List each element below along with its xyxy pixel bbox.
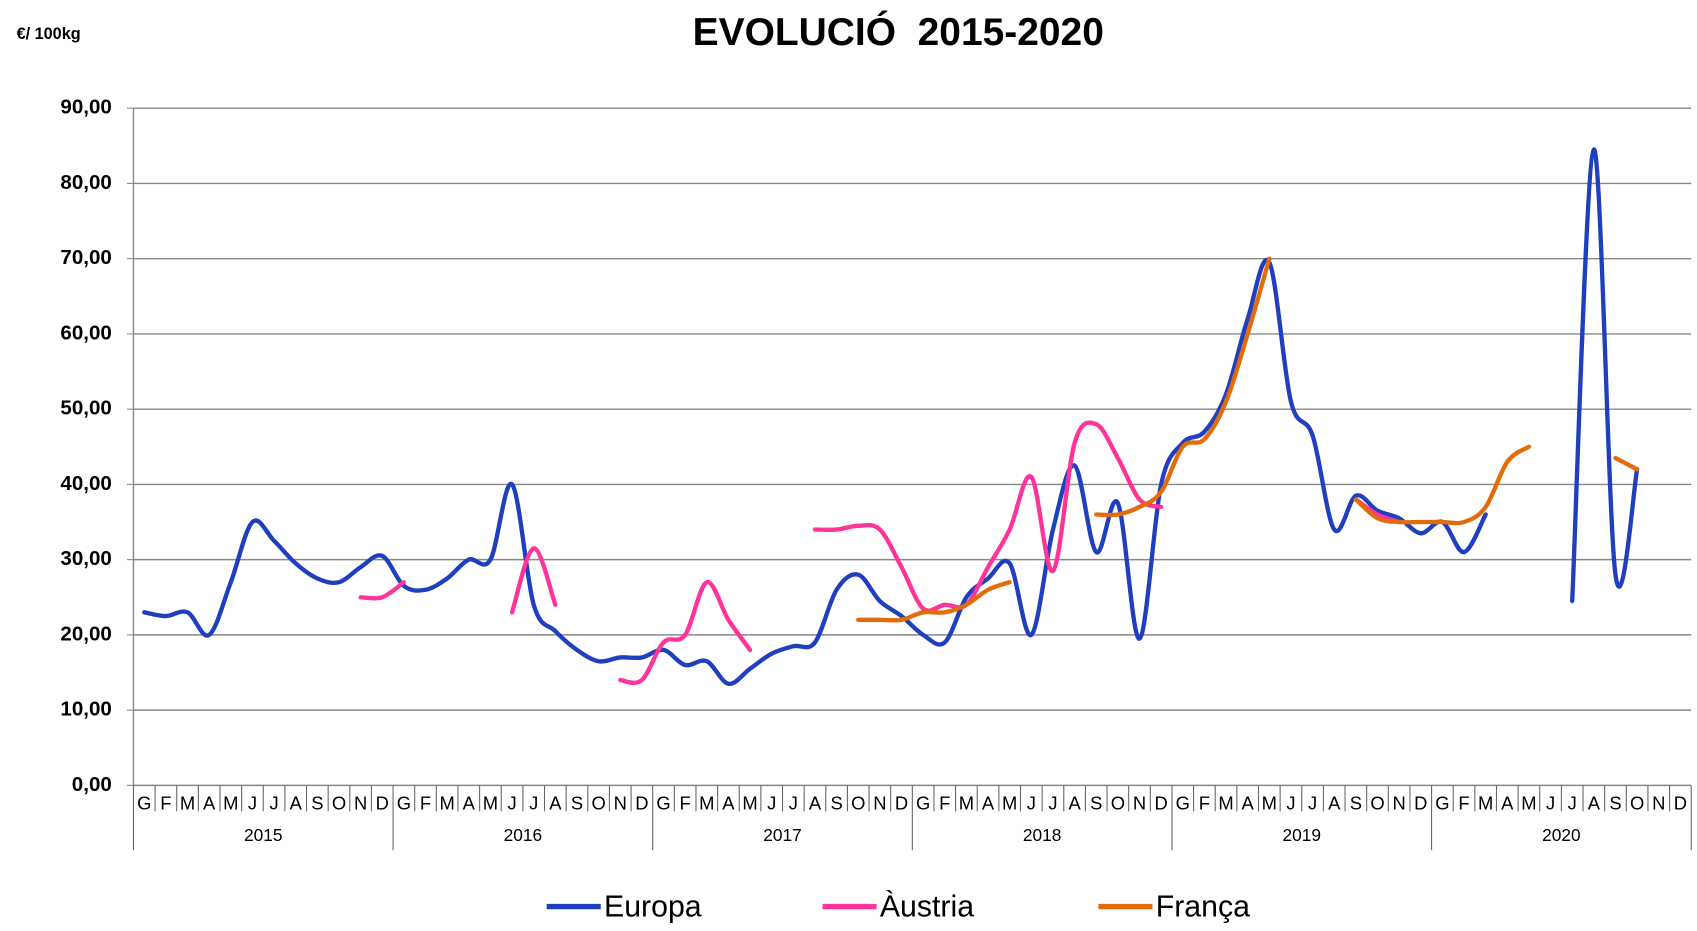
x-tick-label: J — [1568, 793, 1577, 814]
series-line — [856, 256, 1640, 623]
year-label: 2020 — [1542, 825, 1580, 845]
y-tick-label: 30,00 — [60, 547, 111, 570]
x-tick-label: A — [463, 793, 476, 814]
x-tick-label: F — [420, 793, 431, 814]
chart-title: EVOLUCIÓ 2015-2020 — [693, 10, 1104, 54]
year-label: 2015 — [244, 825, 282, 845]
series-line — [142, 147, 1640, 686]
x-tick-label: A — [722, 793, 735, 814]
x-tick-label: A — [1242, 793, 1255, 814]
x-tick-label: M — [1262, 793, 1277, 814]
x-tick-label: D — [1414, 793, 1427, 814]
x-tick-label: O — [1630, 793, 1644, 814]
y-tick-label: 0,00 — [72, 773, 112, 796]
x-tick-label: M — [440, 793, 455, 814]
x-tick-label: J — [1286, 793, 1295, 814]
x-tick-label: M — [223, 793, 238, 814]
y-tick-label: 70,00 — [60, 246, 111, 269]
x-tick-label: G — [656, 793, 670, 814]
x-tick-label: A — [1588, 793, 1601, 814]
x-tick-label: S — [311, 793, 323, 814]
x-tick-label: M — [180, 793, 195, 814]
x-tick-label: M — [699, 793, 714, 814]
x-tick-label: M — [483, 793, 498, 814]
legend-label: Europa — [604, 891, 702, 924]
x-tick-label: N — [354, 793, 367, 814]
x-tick-label: N — [1652, 793, 1665, 814]
y-tick-label: 90,00 — [60, 96, 111, 119]
x-tick-label: M — [1521, 793, 1536, 814]
y-tick-label: 10,00 — [60, 698, 111, 721]
x-tick-label: A — [1328, 793, 1341, 814]
y-tick-label: 80,00 — [60, 171, 111, 194]
x-tick-label: S — [1350, 793, 1362, 814]
x-tick-label: M — [1002, 793, 1017, 814]
x-tick-label: A — [290, 793, 303, 814]
x-tick-label: O — [851, 793, 865, 814]
x-tick-label: J — [1308, 793, 1317, 814]
x-tick-label: M — [959, 793, 974, 814]
y-tick-label: 50,00 — [60, 397, 111, 420]
x-tick-label: O — [332, 793, 346, 814]
x-tick-label: J — [507, 793, 516, 814]
x-tick-label: M — [1478, 793, 1493, 814]
x-tick-label: G — [137, 793, 151, 814]
x-tick-label: F — [160, 793, 171, 814]
x-tick-label: M — [1218, 793, 1233, 814]
legend-label: França — [1156, 891, 1250, 924]
x-tick-label: J — [767, 793, 776, 814]
x-tick-label: D — [895, 793, 908, 814]
legend-label: Àustria — [880, 891, 974, 924]
x-tick-label: O — [591, 793, 605, 814]
x-tick-label: G — [916, 793, 930, 814]
x-tick-label: A — [203, 793, 216, 814]
x-tick-label: G — [1435, 793, 1449, 814]
year-label: 2016 — [504, 825, 542, 845]
x-tick-label: S — [571, 793, 583, 814]
year-label: 2019 — [1283, 825, 1321, 845]
x-tick-label: N — [873, 793, 886, 814]
x-tick-label: F — [939, 793, 950, 814]
x-tick-label: M — [742, 793, 757, 814]
x-tick-label: A — [1068, 793, 1081, 814]
x-tick-label: A — [549, 793, 562, 814]
x-tick-label: G — [397, 793, 411, 814]
y-tick-label: 20,00 — [60, 622, 111, 645]
x-tick-label: N — [614, 793, 627, 814]
x-tick-label: D — [1154, 793, 1167, 814]
series-line — [358, 420, 1402, 685]
y-axis-label: €/ 100kg — [17, 25, 81, 43]
x-tick-label: J — [1027, 793, 1036, 814]
x-tick-label: A — [809, 793, 822, 814]
x-tick-label: A — [1501, 793, 1514, 814]
x-tick-label: D — [376, 793, 389, 814]
x-tick-label: S — [1609, 793, 1621, 814]
x-tick-label: J — [1546, 793, 1555, 814]
y-tick-label: 40,00 — [60, 472, 111, 495]
year-label: 2018 — [1023, 825, 1061, 845]
x-tick-label: F — [1199, 793, 1210, 814]
x-tick-label: J — [529, 793, 538, 814]
year-label: 2017 — [763, 825, 801, 845]
x-tick-label: J — [269, 793, 278, 814]
x-tick-label: J — [248, 793, 257, 814]
x-tick-label: O — [1370, 793, 1384, 814]
x-tick-label: D — [635, 793, 648, 814]
x-tick-label: N — [1392, 793, 1405, 814]
x-tick-label: S — [830, 793, 842, 814]
x-tick-label: J — [1048, 793, 1057, 814]
x-tick-label: F — [680, 793, 691, 814]
x-tick-label: A — [982, 793, 995, 814]
x-tick-label: J — [789, 793, 798, 814]
y-tick-label: 60,00 — [60, 321, 111, 344]
x-tick-label: G — [1176, 793, 1190, 814]
x-tick-label: F — [1458, 793, 1469, 814]
x-tick-label: O — [1111, 793, 1125, 814]
x-tick-label: N — [1133, 793, 1146, 814]
x-tick-label: S — [1090, 793, 1102, 814]
x-tick-label: D — [1674, 793, 1687, 814]
